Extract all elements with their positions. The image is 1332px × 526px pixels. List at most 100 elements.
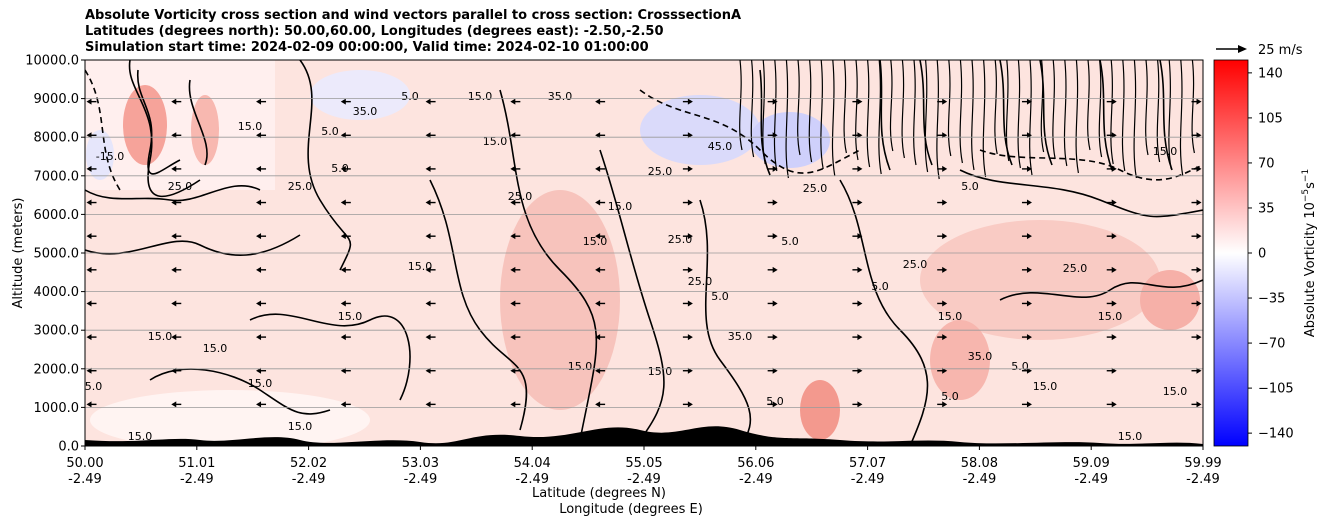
wind-vector — [256, 334, 267, 341]
contour-label: 25.0 — [688, 275, 713, 288]
contour-label: 25.0 — [288, 180, 313, 193]
x-tick-label-longitude: -2.49 — [292, 472, 326, 487]
y-tick-label: 3000.0 — [34, 324, 80, 339]
wind-vector — [1191, 266, 1202, 273]
contour-label: 25.0 — [1063, 262, 1088, 275]
contour-line-22 — [1159, 60, 1173, 171]
wind-vector — [767, 367, 778, 374]
wind-vector — [340, 233, 351, 240]
dense-contour-line — [889, 60, 894, 152]
wind-vector — [1021, 165, 1032, 172]
x-tick-label-latitude: 59.09 — [1073, 456, 1110, 471]
contour-line-9 — [599, 149, 665, 441]
contour-line-8 — [499, 89, 598, 441]
field-patch-high-3 — [500, 190, 620, 410]
wind-vector — [1021, 233, 1032, 240]
contour-label: 35.0 — [548, 90, 573, 103]
contour-line-dashed-2 — [639, 89, 861, 174]
wind-vector — [86, 401, 97, 408]
wind-vector — [340, 334, 351, 341]
dense-contour-line — [785, 60, 789, 179]
x-tick-label-latitude: 51.01 — [178, 456, 215, 471]
dense-contour-line — [1063, 60, 1068, 167]
dense-contour-bands — [739, 60, 1195, 180]
wind-vector — [340, 300, 351, 307]
wind-vector — [852, 199, 863, 206]
grid-lines — [85, 98, 1203, 408]
y-tick-label: 6000.0 — [34, 208, 80, 223]
wind-vector — [171, 132, 182, 139]
colorbar-label-unit: s — [1303, 182, 1318, 189]
wind-vector — [1106, 98, 1117, 105]
wind-vector — [1191, 199, 1202, 206]
wind-vector — [510, 233, 521, 240]
dense-contour-line — [924, 60, 929, 173]
wind-vector — [937, 401, 948, 408]
contour-label: 5.0 — [711, 290, 729, 303]
dense-contour-line — [855, 60, 859, 161]
field-patch-low-1 — [86, 130, 114, 180]
contour-label: 5.0 — [961, 180, 979, 193]
contour-label: 5.0 — [941, 390, 959, 403]
wind-vector — [256, 367, 267, 374]
y-tick-label: 0.0 — [58, 440, 79, 455]
contour-label: 15.0 — [1098, 310, 1123, 323]
colorbar-tick-label: 35 — [1258, 201, 1275, 216]
dense-contour-line — [1075, 60, 1079, 174]
x-tick-label-latitude: 50.00 — [66, 456, 103, 471]
wind-vector — [340, 367, 351, 374]
contour-label: 15.0 — [1118, 430, 1143, 443]
dense-contour-line — [1168, 60, 1172, 170]
wind-vector — [682, 401, 693, 408]
contour-label: 15.0 — [128, 430, 153, 443]
wind-vector — [425, 165, 436, 172]
dense-contour-line — [878, 60, 882, 175]
contour-label: 15.0 — [288, 420, 313, 433]
contour-label: 5.0 — [766, 395, 784, 408]
dense-contour-line — [750, 60, 755, 158]
x-tick-label-longitude: -2.49 — [963, 472, 997, 487]
contour-label: 15.0 — [938, 310, 963, 323]
contour-line-6 — [299, 60, 352, 271]
colorbar-tick-label: −105 — [1258, 382, 1294, 397]
wind-vector — [425, 266, 436, 273]
y-tick-label: 7000.0 — [34, 169, 80, 184]
dense-contour-line — [947, 60, 952, 157]
contour-label: 15.0 — [483, 135, 508, 148]
wind-vector — [256, 132, 267, 139]
dense-contour-line — [994, 60, 998, 155]
wind-vector — [682, 199, 693, 206]
y-tick-label: 10000.0 — [25, 54, 79, 69]
wind-vector — [86, 199, 97, 206]
dense-contour-line — [1156, 60, 1161, 163]
wind-vector — [1191, 334, 1202, 341]
wind-vector — [682, 233, 693, 240]
wind-vector — [256, 266, 267, 273]
colorbar-label: Absolute Vorticity 10−5s−1 — [1301, 169, 1318, 337]
wind-vector — [86, 300, 97, 307]
wind-vector — [425, 98, 436, 105]
wind-vector — [682, 132, 693, 139]
contour-line-18 — [919, 60, 933, 166]
dense-contour-line — [1017, 60, 1021, 169]
colorbar-tick-label: −35 — [1258, 292, 1285, 307]
wind-vector — [425, 132, 436, 139]
dense-contour-line — [901, 60, 905, 159]
contour-label: -15.0 — [96, 150, 124, 163]
wind-vector — [1106, 300, 1117, 307]
contour-line-dashed-1 — [85, 69, 121, 191]
title-line-3: Simulation start time: 2024-02-09 00:00:… — [85, 40, 649, 55]
colorbar-tick-label: 0 — [1258, 247, 1266, 262]
wind-vector — [340, 165, 351, 172]
wind-vector — [1106, 233, 1117, 240]
wind-vector — [767, 199, 778, 206]
wind-vector — [852, 233, 863, 240]
dense-contour-line — [1087, 60, 1091, 151]
wind-vector — [1106, 132, 1117, 139]
wind-vector — [852, 367, 863, 374]
wind-vector — [1191, 300, 1202, 307]
contour-label: 25.0 — [648, 165, 673, 178]
contour-label: 15.0 — [78, 380, 103, 393]
wind-vector — [595, 367, 606, 374]
